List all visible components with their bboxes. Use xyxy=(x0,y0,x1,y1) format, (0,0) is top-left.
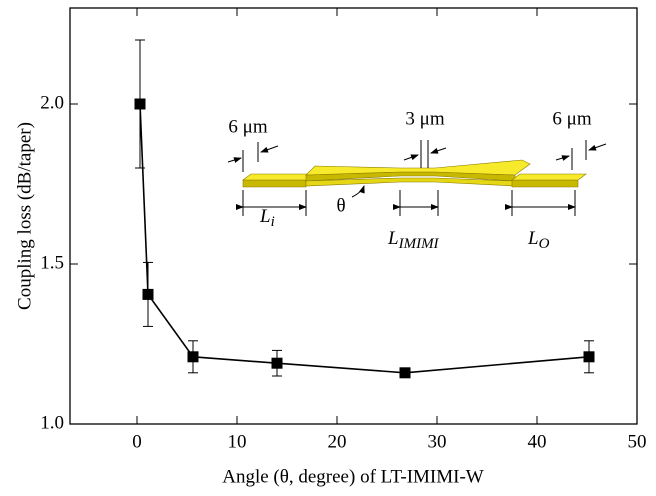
y-tick-label: 2.0 xyxy=(40,92,64,113)
annotation: 3 μm xyxy=(405,108,444,129)
data-point xyxy=(583,351,595,363)
inset-label-sub: O xyxy=(539,236,550,252)
data-point xyxy=(187,351,199,363)
inset-label: Li xyxy=(259,206,275,230)
inset-label: LO xyxy=(527,228,550,252)
x-tick-label: 10 xyxy=(228,431,247,452)
y-tick-label: 1.5 xyxy=(40,252,64,273)
x-axis-label: Angle (θ, degree) of LT-IMIMI-W xyxy=(222,466,484,487)
data-point xyxy=(142,288,154,300)
inset-label-main: L xyxy=(527,228,539,249)
data-point xyxy=(399,367,411,379)
x-tick-label: 50 xyxy=(628,431,647,452)
x-tick-label: 30 xyxy=(428,431,447,452)
annotation: θ xyxy=(336,195,345,216)
data-point xyxy=(134,98,146,110)
x-tick-label: 0 xyxy=(132,431,142,452)
inset-diagram xyxy=(227,140,607,216)
annotation: 6 μm xyxy=(552,108,591,129)
inset-label-main: L xyxy=(387,228,399,249)
x-tick-label: 40 xyxy=(528,431,547,452)
plot-frame xyxy=(69,7,638,425)
x-tick-label: 20 xyxy=(328,431,347,452)
inset-label-main: L xyxy=(259,206,271,227)
inset-label: LIMIMI xyxy=(387,228,440,252)
y-tick-label: 1.0 xyxy=(40,412,64,433)
data-point xyxy=(271,357,283,369)
inset-label-sub: i xyxy=(271,214,275,230)
annotation: 6 μm xyxy=(228,116,267,137)
data-line xyxy=(139,103,590,374)
inset-label-sub: IMIMI xyxy=(398,236,440,252)
y-axis-label: Coupling loss (dB/taper) xyxy=(14,122,35,310)
